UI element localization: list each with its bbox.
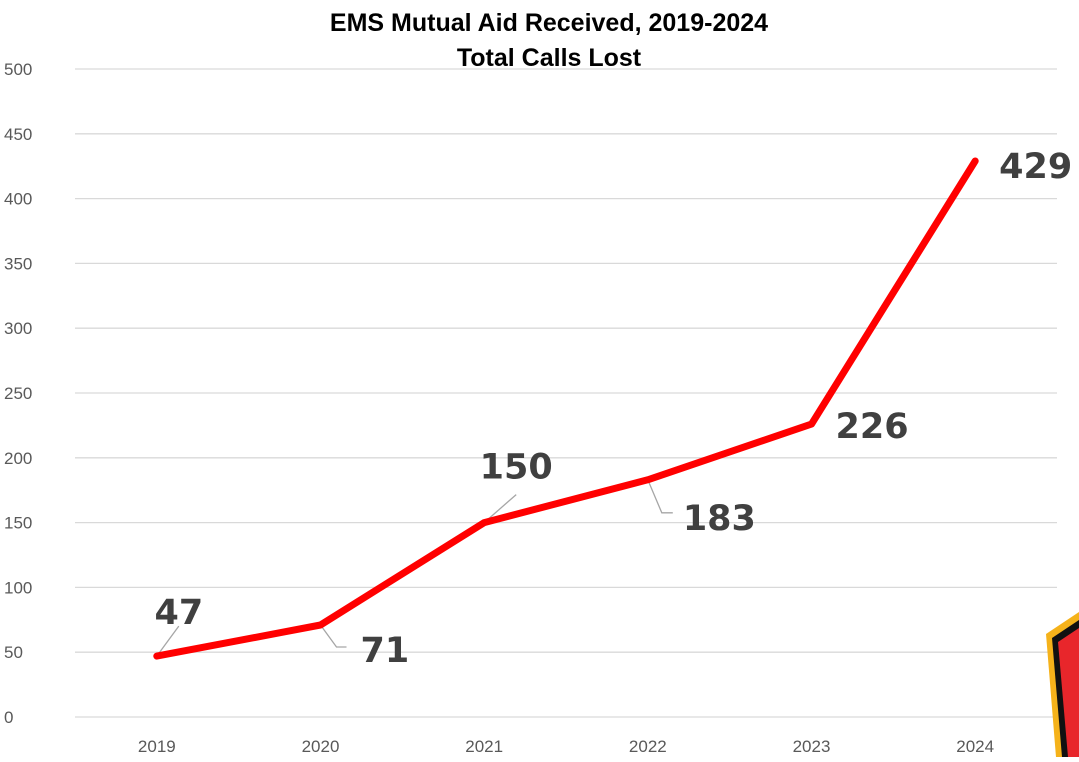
data-label: 183 bbox=[683, 499, 756, 539]
gridlines bbox=[75, 68, 1057, 718]
partial-badge-icon bbox=[1046, 612, 1079, 757]
x-tick-label: 2021 bbox=[465, 737, 503, 756]
x-tick-label: 2019 bbox=[138, 737, 176, 756]
y-tick-label: 200 bbox=[4, 449, 32, 468]
data-label: 47 bbox=[154, 593, 203, 633]
y-tick-label: 150 bbox=[4, 514, 32, 533]
data-label: 150 bbox=[480, 448, 553, 488]
data-labels: 47 71 150 183 226 429 bbox=[154, 147, 1072, 671]
data-label: 429 bbox=[999, 147, 1072, 187]
chart-subtitle: Total Calls Lost bbox=[457, 44, 642, 72]
y-tick-label: 50 bbox=[4, 643, 23, 662]
x-tick-label: 2023 bbox=[793, 737, 831, 756]
x-axis-ticks: 2019 2020 2021 2022 2023 2024 bbox=[138, 737, 994, 756]
y-tick-label: 100 bbox=[4, 578, 32, 597]
label-leader-line bbox=[647, 479, 673, 514]
chart-title: EMS Mutual Aid Received, 2019-2024 bbox=[330, 9, 768, 37]
label-leader-line bbox=[156, 625, 180, 657]
series-layer bbox=[153, 157, 979, 660]
series-line bbox=[153, 157, 979, 660]
y-tick-label: 450 bbox=[4, 125, 32, 144]
badge-fill bbox=[1058, 628, 1079, 757]
y-tick-label: 300 bbox=[4, 319, 32, 338]
y-tick-label: 250 bbox=[4, 384, 32, 403]
x-tick-label: 2020 bbox=[302, 737, 340, 756]
y-tick-label: 400 bbox=[4, 190, 32, 209]
x-tick-label: 2022 bbox=[629, 737, 667, 756]
y-tick-label: 500 bbox=[4, 60, 32, 79]
y-tick-label: 0 bbox=[4, 708, 13, 727]
x-tick-label: 2024 bbox=[956, 737, 994, 756]
y-axis-ticks: 0 50 100 150 200 250 300 350 400 450 500 bbox=[4, 60, 32, 727]
data-label: 226 bbox=[836, 407, 909, 447]
label-leader-line bbox=[319, 624, 347, 648]
y-tick-label: 350 bbox=[4, 254, 32, 273]
data-label: 71 bbox=[361, 631, 410, 671]
